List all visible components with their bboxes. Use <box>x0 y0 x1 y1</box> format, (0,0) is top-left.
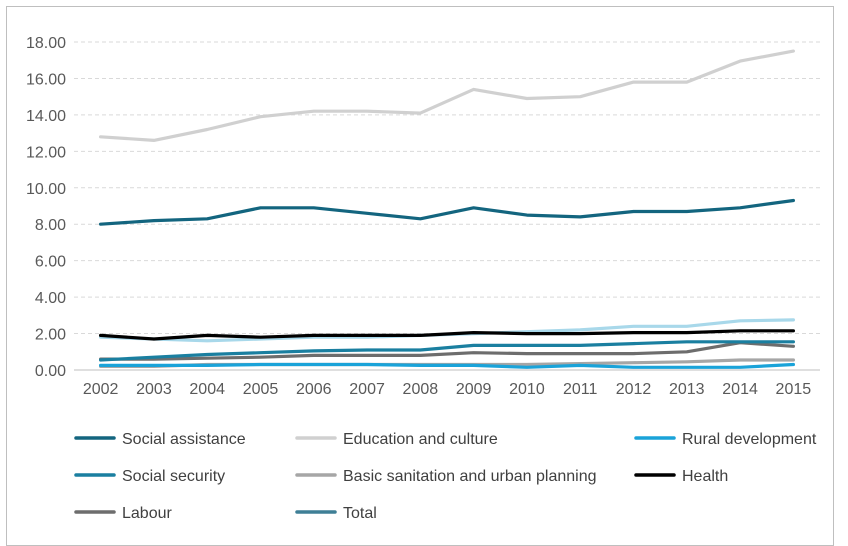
legend-label: Total <box>343 505 377 522</box>
series-line-education-and-culture <box>101 51 794 140</box>
y-tick-label: 12.00 <box>26 144 66 161</box>
y-tick-label: 14.00 <box>26 108 66 125</box>
y-tick-label: 2.00 <box>35 327 66 344</box>
x-tick-label: 2002 <box>83 381 119 398</box>
legend-label: Basic sanitation and urban planning <box>343 468 597 485</box>
x-tick-label: 2006 <box>296 381 332 398</box>
x-tick-label: 2007 <box>349 381 385 398</box>
series-line-rural-development <box>101 365 794 368</box>
x-tick-label: 2008 <box>403 381 439 398</box>
x-tick-label: 2012 <box>616 381 652 398</box>
series-line-social-assistance <box>101 201 794 225</box>
legend-label: Education and culture <box>343 431 498 448</box>
x-tick-label: 2014 <box>722 381 758 398</box>
x-tick-label: 2010 <box>509 381 545 398</box>
grid-lines <box>74 42 820 370</box>
y-tick-label: 8.00 <box>35 217 66 234</box>
y-tick-label: 10.00 <box>26 181 66 198</box>
series-line-labour <box>101 343 794 359</box>
y-tick-label: 4.00 <box>35 290 66 307</box>
legend-label: Rural development <box>682 431 817 448</box>
x-tick-label: 2005 <box>243 381 279 398</box>
legend-label: Labour <box>122 505 172 522</box>
x-tick-label: 2003 <box>136 381 172 398</box>
x-tick-label: 2013 <box>669 381 705 398</box>
x-axis-ticks: 2002 2003 2004 2005 2006 2007 2008 2009 2010 2011… <box>83 381 811 398</box>
y-tick-label: 18.00 <box>26 35 66 52</box>
legend-label: Health <box>682 468 728 485</box>
y-tick-label: 0.00 <box>35 363 66 380</box>
legend-label: Social assistance <box>122 431 246 448</box>
y-axis-ticks: 0.00 2.00 4.00 6.00 8.00 10.00 12.00 14.00 16.00… <box>26 35 66 380</box>
series-lines <box>101 51 794 367</box>
legend: Social assistance Education and culture Ru… <box>76 431 817 522</box>
y-tick-label: 16.00 <box>26 71 66 88</box>
series-line-total <box>101 320 794 341</box>
x-tick-label: 2004 <box>189 381 225 398</box>
y-tick-label: 6.00 <box>35 254 66 271</box>
series-line-health <box>101 331 794 339</box>
legend-label: Social security <box>122 468 225 485</box>
x-tick-label: 2015 <box>776 381 812 398</box>
x-tick-label: 2009 <box>456 381 492 398</box>
x-tick-label: 2011 <box>563 381 598 398</box>
